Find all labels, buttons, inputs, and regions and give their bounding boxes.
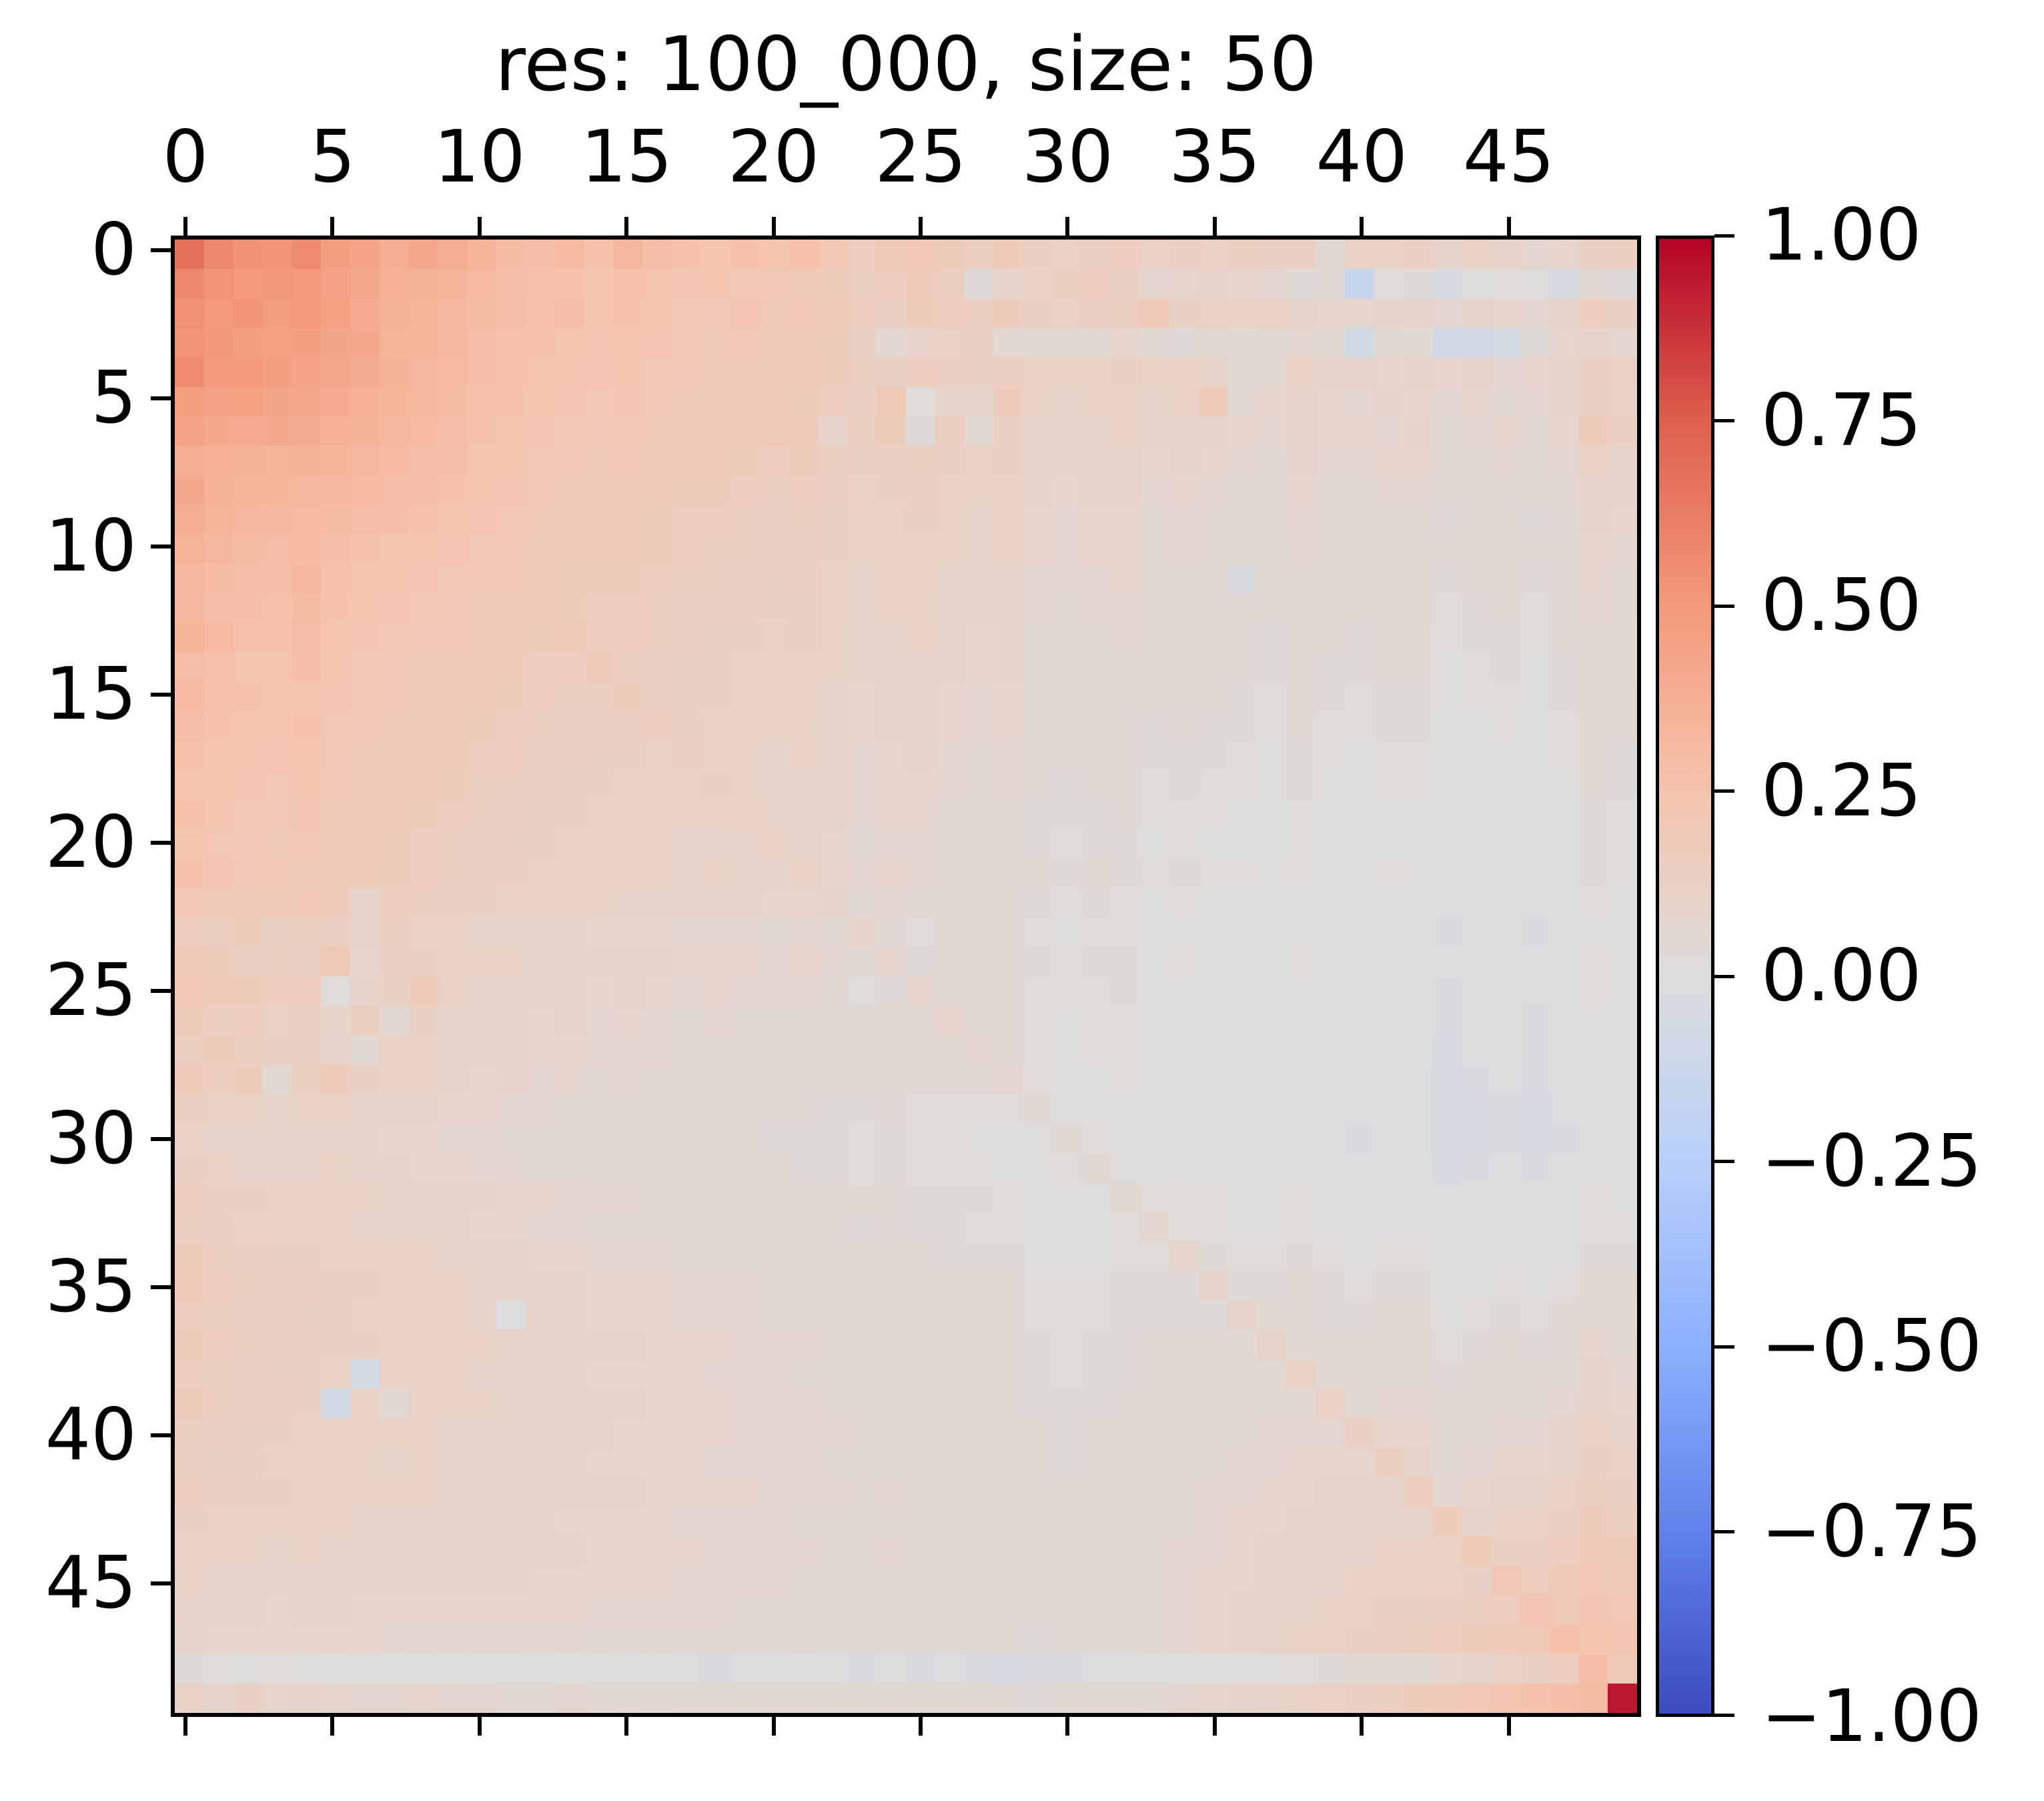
- x-tick-mark-top: [477, 217, 482, 236]
- x-tick-label: 0: [162, 115, 209, 199]
- x-tick-mark-top: [183, 217, 188, 236]
- colorbar-tick-label: 0.75: [1761, 378, 1922, 462]
- colorbar-tick-mark: [1714, 234, 1734, 238]
- x-tick-mark-bottom: [1360, 1717, 1364, 1736]
- colorbar-tick-label: 0.25: [1761, 749, 1922, 833]
- x-tick-mark-top: [771, 217, 776, 236]
- x-tick-label: 35: [1169, 115, 1261, 199]
- colorbar-tick-label: −1.00: [1761, 1675, 1982, 1758]
- y-tick-mark-left: [151, 1433, 171, 1438]
- x-tick-label: 25: [875, 115, 967, 199]
- y-tick-label: 35: [45, 1245, 137, 1329]
- colorbar-tick-mark: [1714, 1530, 1734, 1533]
- y-tick-mark-left: [151, 1285, 171, 1290]
- y-tick-mark-left: [151, 248, 171, 253]
- y-tick-label: 0: [91, 208, 137, 292]
- heatmap-plot-area: [171, 236, 1641, 1717]
- x-tick-mark-top: [1506, 217, 1511, 236]
- colorbar-tick-label: 0.50: [1761, 564, 1922, 647]
- x-tick-mark-top: [1212, 217, 1217, 236]
- x-tick-mark-top: [1360, 217, 1364, 236]
- x-tick-label: 30: [1021, 115, 1114, 199]
- x-tick-mark-top: [624, 217, 629, 236]
- x-tick-mark-bottom: [919, 1717, 923, 1736]
- colorbar-tick-label: −0.50: [1761, 1305, 1982, 1388]
- colorbar-tick-mark: [1714, 1345, 1734, 1349]
- x-tick-mark-bottom: [183, 1717, 188, 1736]
- colorbar: [1656, 236, 1714, 1717]
- heatmap-canvas: [175, 240, 1637, 1713]
- colorbar-tick-label: −0.75: [1761, 1489, 1982, 1573]
- x-tick-mark-top: [1065, 217, 1070, 236]
- y-tick-mark-left: [151, 841, 171, 845]
- x-tick-mark-bottom: [330, 1717, 335, 1736]
- y-tick-label: 15: [45, 653, 137, 737]
- colorbar-tick-mark: [1714, 604, 1734, 608]
- colorbar-tick-mark: [1714, 1160, 1734, 1163]
- y-tick-mark-left: [151, 693, 171, 697]
- y-tick-label: 5: [91, 356, 137, 440]
- y-tick-mark-left: [151, 989, 171, 994]
- colorbar-tick-mark: [1714, 789, 1734, 793]
- x-tick-label: 10: [434, 115, 526, 199]
- x-tick-label: 40: [1316, 115, 1408, 199]
- y-tick-label: 10: [45, 504, 137, 589]
- colorbar-tick-label: 1.00: [1761, 194, 1922, 277]
- y-tick-label: 30: [45, 1097, 137, 1181]
- y-tick-label: 25: [45, 949, 137, 1033]
- y-tick-label: 45: [45, 1541, 137, 1626]
- y-tick-label: 40: [45, 1393, 137, 1477]
- x-tick-label: 15: [580, 115, 672, 199]
- y-tick-mark-left: [151, 1581, 171, 1586]
- y-tick-mark-left: [151, 545, 171, 549]
- y-tick-mark-left: [151, 396, 171, 401]
- colorbar-tick-mark: [1714, 1713, 1734, 1717]
- x-tick-mark-bottom: [1065, 1717, 1070, 1736]
- colorbar-tick-label: 0.00: [1761, 934, 1922, 1018]
- colorbar-tick-mark: [1714, 974, 1734, 978]
- x-tick-mark-bottom: [1506, 1717, 1511, 1736]
- y-tick-mark-left: [151, 1137, 171, 1142]
- x-tick-label: 5: [310, 115, 356, 199]
- y-tick-label: 20: [45, 801, 137, 885]
- plot-title: res: 100_000, size: 50: [495, 21, 1317, 108]
- x-tick-mark-bottom: [771, 1717, 776, 1736]
- x-tick-mark-top: [919, 217, 923, 236]
- x-tick-mark-bottom: [624, 1717, 629, 1736]
- x-tick-label: 20: [727, 115, 820, 199]
- colorbar-tick-label: −0.25: [1761, 1119, 1982, 1203]
- x-tick-mark-bottom: [477, 1717, 482, 1736]
- x-tick-label: 45: [1462, 115, 1555, 199]
- colorbar-tick-mark: [1714, 419, 1734, 422]
- x-tick-mark-bottom: [1212, 1717, 1217, 1736]
- x-tick-mark-top: [330, 217, 335, 236]
